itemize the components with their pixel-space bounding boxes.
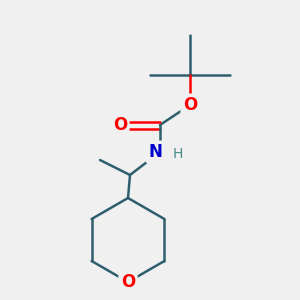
Text: O: O <box>183 96 197 114</box>
Text: O: O <box>113 116 127 134</box>
Text: H: H <box>173 147 183 161</box>
Text: N: N <box>148 143 162 161</box>
Text: O: O <box>121 273 135 291</box>
